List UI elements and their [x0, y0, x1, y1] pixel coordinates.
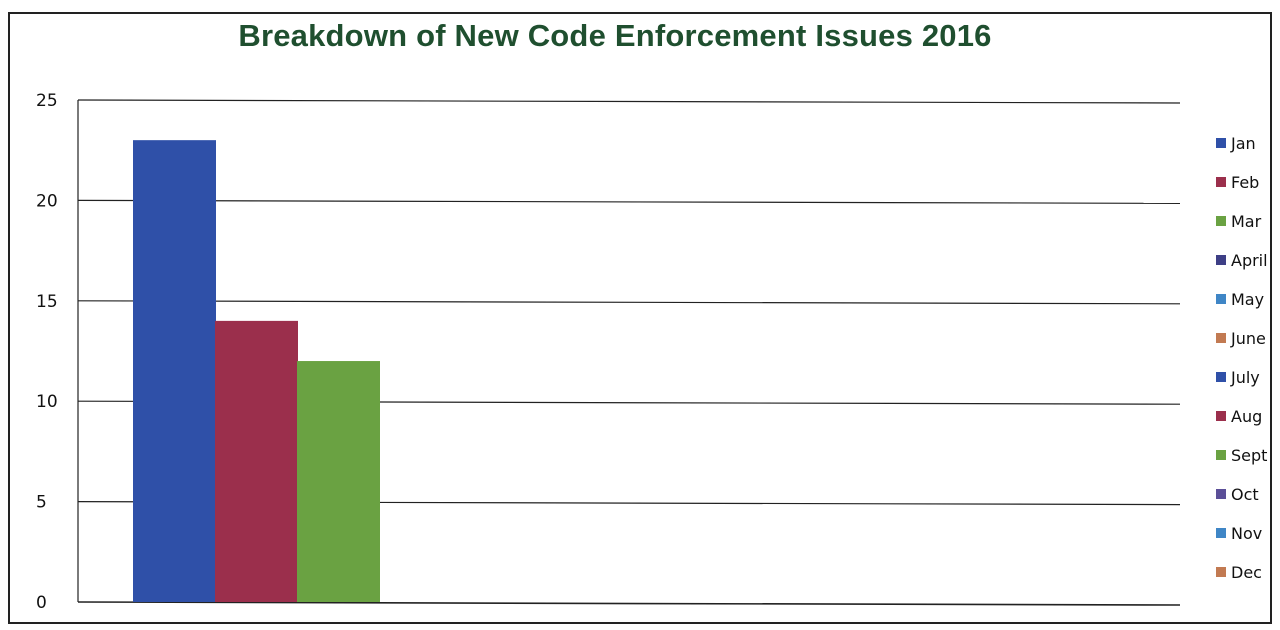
- legend-swatch: [1216, 333, 1226, 343]
- legend-label: Aug: [1231, 407, 1262, 426]
- legend-label: July: [1230, 368, 1260, 387]
- legend-label: Sept: [1231, 446, 1267, 465]
- legend-swatch: [1216, 255, 1226, 265]
- legend-label: June: [1230, 329, 1266, 348]
- legend-swatch: [1216, 372, 1226, 382]
- y-tick-label: 5: [36, 493, 47, 513]
- y-tick-label: 10: [36, 392, 58, 412]
- legend-label: Mar: [1231, 212, 1262, 231]
- bar-feb: [215, 320, 298, 602]
- legend-swatch: [1216, 411, 1226, 421]
- legend: Jan Feb Mar April May June July Aug Sept Oct Nov De…: [1216, 134, 1268, 582]
- legend-swatch: [1216, 294, 1226, 304]
- legend-swatch: [1216, 450, 1226, 460]
- y-tick-label: 25: [36, 91, 58, 111]
- legend-swatch: [1216, 138, 1226, 148]
- legend-label: Dec: [1231, 563, 1262, 582]
- legend-swatch: [1216, 528, 1226, 538]
- legend-swatch: [1216, 567, 1226, 577]
- y-tick-label: 20: [36, 191, 58, 211]
- legend-label: May: [1231, 290, 1264, 309]
- chart-title: Breakdown of New Code Enforcement Issues…: [238, 18, 992, 53]
- bar-mar: [297, 361, 380, 602]
- bar-jan: [133, 140, 216, 602]
- legend-swatch: [1216, 177, 1226, 187]
- y-axis-ticks: 0 5 10 15 20 25: [36, 91, 58, 613]
- y-tick-label: 0: [36, 593, 47, 613]
- legend-label: Feb: [1231, 173, 1259, 192]
- legend-label: Jan: [1230, 134, 1256, 153]
- legend-label: Oct: [1231, 485, 1259, 504]
- y-tick-label: 15: [36, 292, 58, 312]
- legend-swatch: [1216, 489, 1226, 499]
- gridline-25: [77, 99, 1181, 104]
- legend-swatch: [1216, 216, 1226, 226]
- gridline-15: [77, 300, 1181, 305]
- legend-label: April: [1231, 251, 1268, 270]
- gridline-0: [77, 601, 1181, 606]
- bar-group: [133, 140, 380, 602]
- legend-label: Nov: [1231, 524, 1262, 543]
- gridline-20: [77, 199, 1181, 204]
